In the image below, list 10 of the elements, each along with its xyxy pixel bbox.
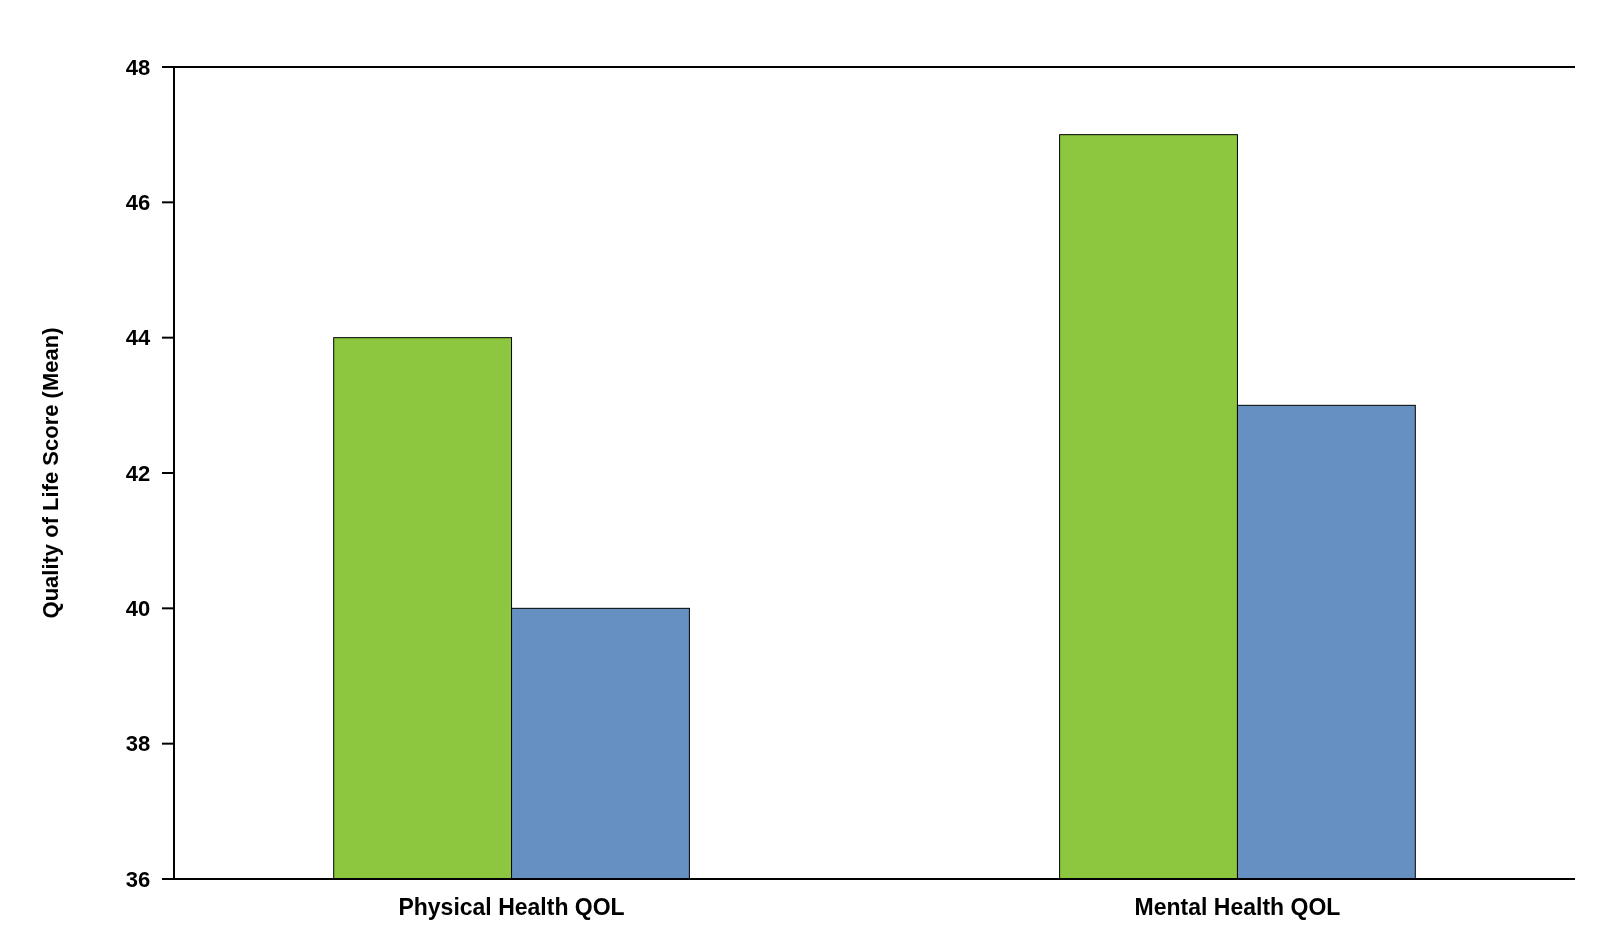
x-tick-label: Mental Health QOL [1134,894,1341,920]
y-tick-label: 38 [125,731,151,757]
y-tick-label: 36 [125,866,151,892]
y-tick-label: 40 [125,596,151,622]
y-tick-label: 42 [125,460,151,486]
y-axis-title: Quality of Life Score (Mean) [38,327,63,619]
y-tick-label: 48 [125,54,151,80]
y-tick-label: 46 [125,190,151,216]
y-tick-label: 44 [125,325,151,351]
x-tick-label: Physical Health QOL [398,894,625,920]
